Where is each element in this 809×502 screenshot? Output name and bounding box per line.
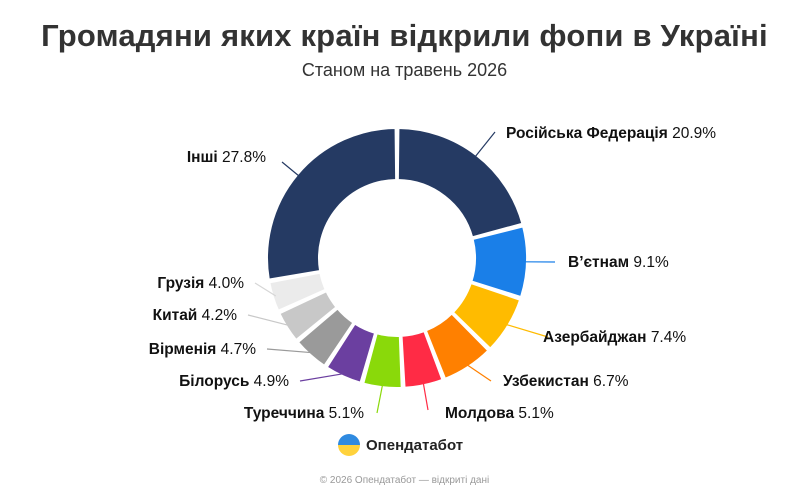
donut-slice (396, 126, 524, 239)
label-connector (299, 372, 345, 382)
donut-slice (451, 281, 522, 350)
label-connector (281, 161, 300, 177)
label-connector (505, 323, 549, 338)
slice-label: Білорусь 4.9% (179, 373, 289, 390)
slice-label: Туреччина 5.1% (244, 405, 364, 422)
donut-slice (400, 329, 444, 389)
label-connector (474, 131, 496, 158)
slice-label: Російська Федерація 20.9% (506, 125, 716, 142)
donut-slice (470, 225, 528, 299)
label-connector (254, 282, 277, 297)
donut-slice (424, 312, 490, 381)
slice-label: Інші 27.8% (187, 149, 266, 166)
donut-slice (268, 271, 328, 313)
chart-title: Громадяни яких країн відкрили фопи в Укр… (41, 18, 768, 53)
slice-label: Вірменія 4.7% (149, 341, 256, 358)
chart-subtitle: Станом на травень 2026 (301, 60, 508, 80)
donut-slice (278, 289, 338, 342)
donut-slice (296, 307, 355, 368)
donut-slice (325, 322, 377, 385)
opendatabot-logo-icon (338, 434, 360, 456)
slice-label: В’єтнам 9.1% (568, 254, 669, 271)
donut-slice (266, 126, 398, 281)
label-connector (247, 314, 290, 327)
slice-label: Молдова 5.1% (445, 405, 554, 422)
brand-name: Опендатабот (366, 436, 464, 454)
brand: Опендатабот (338, 434, 463, 456)
slice-label: Азербайджан 7.4% (543, 329, 686, 346)
label-connector (422, 382, 429, 411)
label-connector (466, 363, 492, 382)
slice-label: Грузія 4.0% (157, 275, 244, 292)
label-connector (376, 384, 384, 414)
label-connector (266, 348, 313, 354)
slice-label: Узбекистан 6.7% (503, 373, 629, 390)
donut-slice (362, 332, 403, 389)
footer-copyright: © 2026 Опендатабот — відкриті дані (319, 475, 490, 486)
slice-label: Китай 4.2% (153, 307, 238, 324)
